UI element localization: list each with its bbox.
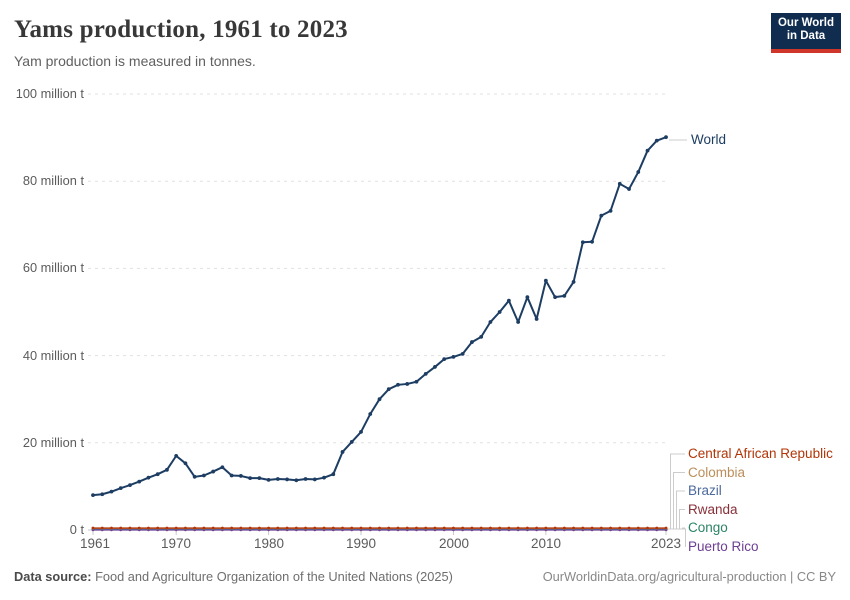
- data-source-text: Food and Agriculture Organization of the…: [91, 569, 453, 584]
- series-label-brazil[interactable]: Brazil: [688, 483, 722, 498]
- chart-footer: Data source: Food and Agriculture Organi…: [14, 569, 836, 584]
- x-axis-tick-label: 2010: [530, 536, 562, 551]
- y-axis-tick-label: 20 million t: [22, 435, 84, 450]
- y-axis-tick-label: 80 million t: [22, 173, 84, 188]
- owid-logo-accent-bar: [771, 49, 841, 53]
- series-label-colombia[interactable]: Colombia: [688, 464, 746, 480]
- x-axis-tick-label: 1961: [79, 536, 111, 551]
- series-label-puerto-rico[interactable]: Puerto Rico: [688, 538, 759, 554]
- footer-link[interactable]: OurWorldinData.org/agricultural-producti…: [542, 569, 836, 584]
- owid-logo-line1: Our World: [777, 17, 834, 29]
- owid-logo-line2: in Data: [786, 30, 826, 42]
- x-axis-tick-label: 2023: [650, 536, 682, 551]
- y-axis-tick-label: 0 t: [69, 522, 84, 537]
- data-source-note: Data source: Food and Agriculture Organi…: [14, 569, 453, 584]
- y-axis-tick-label: 100 million t: [15, 86, 84, 101]
- series-label-central-african-republic[interactable]: Central African Republic: [688, 446, 833, 461]
- owid-logo[interactable]: Our World in Data: [771, 13, 841, 49]
- x-axis-tick-label: 2000: [438, 536, 470, 551]
- series-label-congo[interactable]: Congo: [688, 520, 728, 535]
- data-source-label: Data source:: [14, 569, 92, 584]
- page-title: Yams production, 1961 to 2023: [14, 16, 348, 43]
- chart-subtitle: Yam production is measured in tonnes.: [14, 53, 256, 69]
- series-label-world[interactable]: World: [691, 132, 727, 147]
- x-axis-tick-label: 1990: [345, 536, 377, 551]
- x-axis-tick-label: 1980: [253, 536, 285, 551]
- y-axis-tick-label: 60 million t: [22, 260, 84, 275]
- y-axis-tick-label: 40 million t: [22, 348, 84, 363]
- series-label-rwanda[interactable]: Rwanda: [688, 501, 738, 517]
- x-axis-tick-label: 1970: [160, 536, 192, 551]
